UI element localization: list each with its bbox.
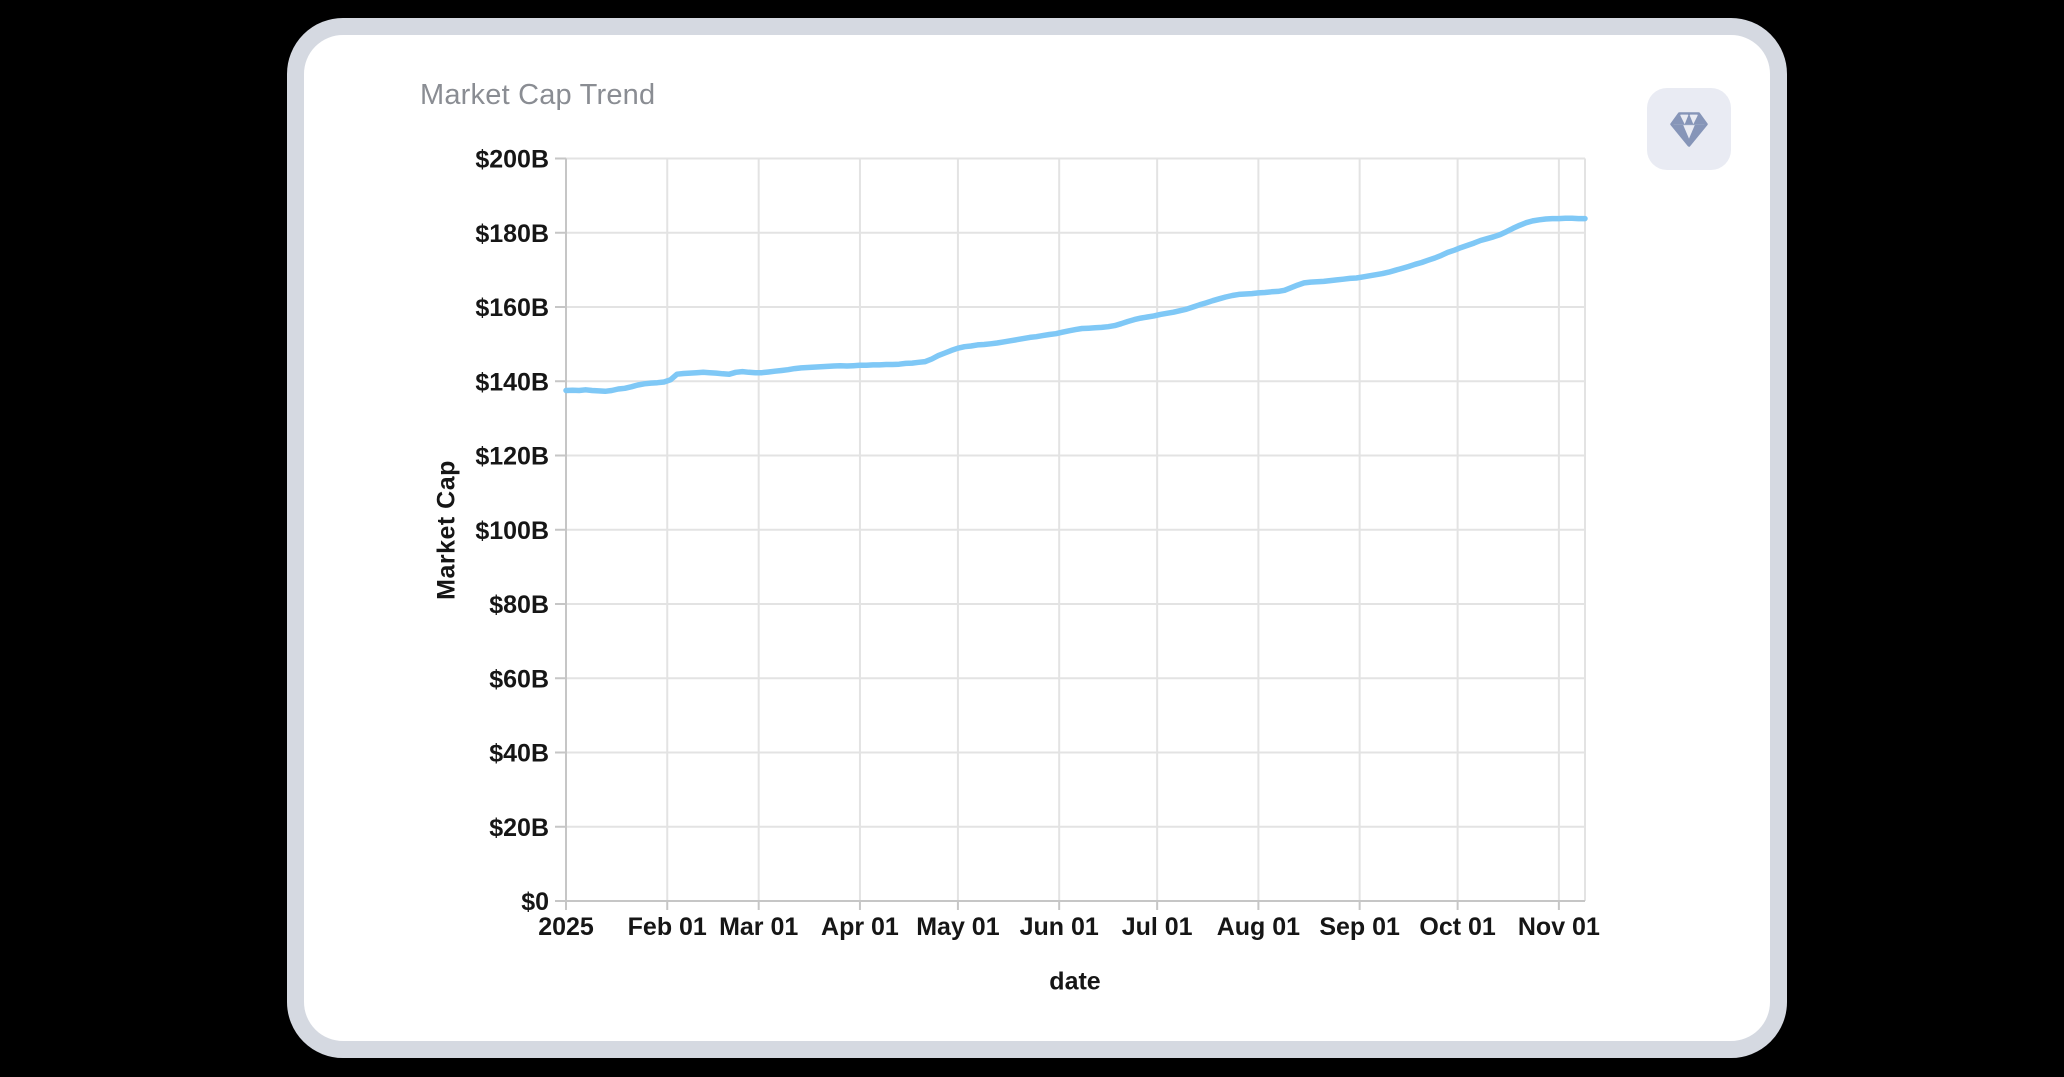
y-tick-label: $80B — [489, 591, 549, 619]
y-tick-label: $140B — [475, 368, 549, 396]
y-tick-label: $60B — [489, 665, 549, 693]
y-tick-label: $180B — [475, 220, 549, 248]
y-tick-label: $20B — [489, 814, 549, 842]
y-tick-label: $40B — [489, 740, 549, 768]
x-tick-label: Mar 01 — [719, 913, 798, 941]
gridlines — [565, 157, 1586, 902]
gem-button[interactable] — [1647, 88, 1731, 170]
x-tick-label: May 01 — [916, 913, 999, 941]
y-tick-label: $160B — [475, 294, 549, 322]
y-tick-label: $100B — [475, 517, 549, 545]
x-tick-label: Aug 01 — [1217, 913, 1300, 941]
x-tick-label: Jun 01 — [1020, 913, 1099, 941]
gem-icon — [1665, 105, 1713, 153]
y-tick-label: $120B — [475, 443, 549, 471]
chart-card — [287, 18, 1787, 1058]
y-axis-title: Market Cap — [432, 460, 461, 600]
x-tick-label: Nov 01 — [1518, 913, 1600, 941]
chart-title: Market Cap Trend — [420, 79, 656, 111]
axes — [555, 157, 1585, 910]
x-tick-label: Feb 01 — [628, 913, 707, 941]
x-tick-label: Apr 01 — [821, 913, 899, 941]
x-tick-label: Jul 01 — [1122, 913, 1193, 941]
x-tick-label: 2025 — [538, 913, 594, 941]
x-axis-title: date — [1049, 967, 1101, 996]
tick-labels: $0 $20B $40B $60B $80B $100B $120B $140B $160B $1… — [475, 146, 1600, 942]
y-tick-label: $0 — [521, 888, 549, 916]
x-tick-label: Sep 01 — [1319, 913, 1400, 941]
x-tick-label: Oct 01 — [1419, 913, 1496, 941]
market-cap-line-series[interactable] — [563, 215, 1588, 395]
series-lines — [563, 215, 1588, 395]
y-tick-label: $200B — [475, 146, 549, 174]
